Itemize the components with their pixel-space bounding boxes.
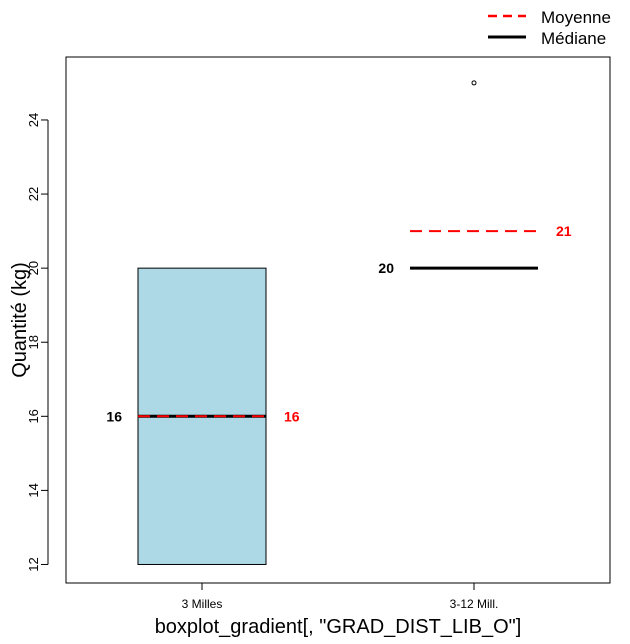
y-tick-label: 24 <box>26 113 41 127</box>
y-tick-label: 18 <box>26 335 41 349</box>
x-axis: 3 Milles 3-12 Mill. <box>182 582 499 611</box>
y-axis-title: Quantité (kg) <box>9 262 31 378</box>
median-value-label: 20 <box>378 260 394 276</box>
y-tick-label: 22 <box>26 187 41 201</box>
x-tick-label: 3 Milles <box>182 597 223 611</box>
y-tick-label: 16 <box>26 409 41 423</box>
y-tick-label: 12 <box>26 557 41 571</box>
y-tick-label: 14 <box>26 483 41 497</box>
y-axis: 12 14 16 18 20 22 24 <box>26 113 49 572</box>
y-tick-label: 20 <box>26 261 41 275</box>
x-tick-label: 3-12 Mill. <box>450 597 499 611</box>
outlier-point <box>471 80 477 86</box>
legend-median-label: Médiane <box>541 29 606 48</box>
box-group: 16 16 <box>106 267 300 565</box>
legend-mean-label: Moyenne <box>541 8 611 27</box>
median-value-label: 16 <box>106 408 122 424</box>
legend: Moyenne Médiane <box>488 8 611 48</box>
x-axis-title: boxplot_gradient[, "GRAD_DIST_LIB_O"] <box>155 616 522 638</box>
mean-value-label: 16 <box>284 408 300 424</box>
mean-value-label: 21 <box>556 223 572 239</box>
